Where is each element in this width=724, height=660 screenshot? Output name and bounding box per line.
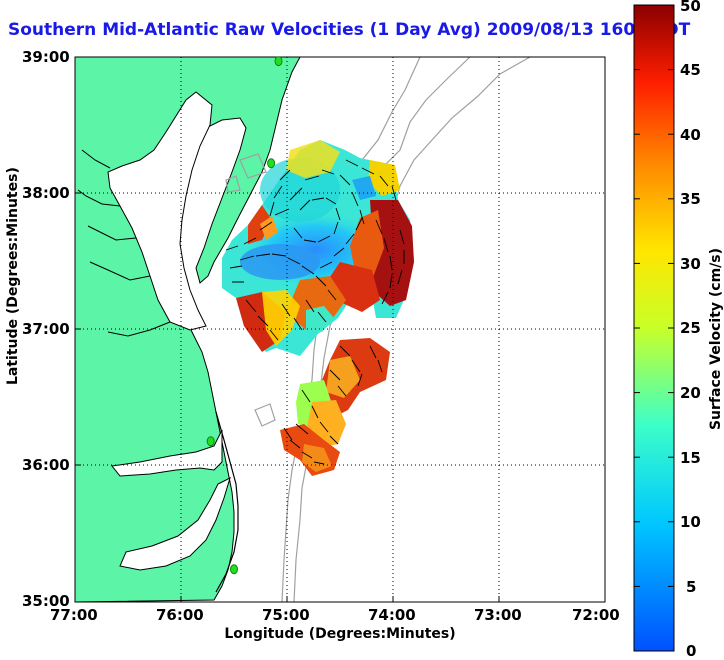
x-tick-label: 77:00 — [50, 606, 98, 624]
y-tick-label: 35:00 — [22, 592, 70, 610]
x-tick-label: 75:00 — [262, 606, 310, 624]
colorbar-tick-label: 0 — [686, 642, 697, 660]
y-tick-label: 38:00 — [22, 184, 70, 202]
colorbar-tick-label: 20 — [680, 384, 701, 402]
radar-station-marker — [274, 56, 283, 67]
y-tick-label: 36:00 — [22, 456, 70, 474]
x-tick-label: 73:00 — [474, 606, 522, 624]
map-title: Southern Mid-Atlantic Raw Velocities (1 … — [8, 20, 691, 40]
colorbar-tick-label: 10 — [680, 513, 701, 531]
velocity-field — [222, 140, 414, 476]
colorbar-tick-label: 35 — [680, 190, 701, 208]
colorbar-tick-label: 30 — [680, 255, 701, 273]
radar-stations — [206, 56, 283, 575]
x-tick-label: 72:00 — [572, 606, 620, 624]
chesapeake-bay — [107, 91, 213, 331]
colorbar-tick-label: 40 — [680, 126, 701, 144]
colorbar-ticks — [634, 69, 674, 587]
x-tick-label: 76:00 — [156, 606, 204, 624]
pamlico-sound — [119, 477, 231, 571]
radar-station-marker — [230, 564, 238, 575]
y-tick-label: 39:00 — [22, 48, 70, 66]
colorbar-tick-label: 15 — [680, 449, 701, 467]
colorbar-tick-label: 25 — [680, 319, 701, 337]
x-tick-label: 74:00 — [368, 606, 416, 624]
colorbar-tick-label: 5 — [686, 578, 697, 596]
colorbar — [633, 4, 675, 652]
x-axis-label: Longitude (Degrees:Minutes) — [224, 626, 456, 642]
radar-station-marker — [206, 436, 215, 447]
colorbar-label: Surface Velocity (cm/s) — [708, 247, 724, 431]
colorbar-tick-label: 45 — [680, 61, 701, 79]
y-axis-label: Latitude (Degrees:Minutes) — [5, 167, 21, 385]
radar-station-marker — [267, 158, 276, 169]
y-tick-label: 37:00 — [22, 320, 70, 338]
velocity-vectors — [225, 159, 405, 465]
colorbar-tick-label: 50 — [680, 0, 701, 15]
grid-lines — [75, 57, 605, 602]
